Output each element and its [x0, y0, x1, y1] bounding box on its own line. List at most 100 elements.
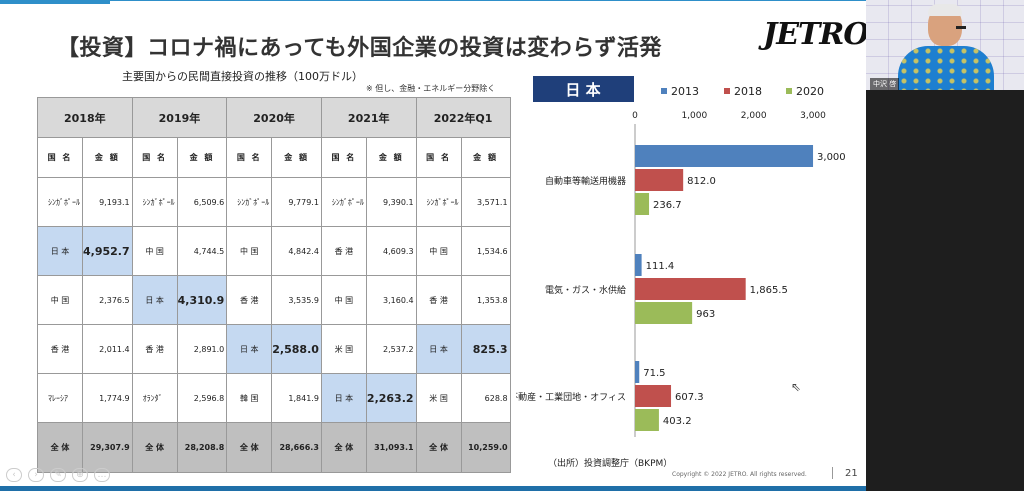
- legend-swatch: [724, 88, 730, 94]
- country-cell: 日 本: [226, 324, 273, 374]
- table-row: 日 本 4,952.7 中 国 4,744.5 中 国 4,842.4 香 港 4,609.3…: [37, 226, 511, 276]
- amount-cell: 628.8: [460, 373, 511, 423]
- country-cell: 日 本: [320, 373, 367, 423]
- country-column-header: 国 名: [320, 137, 367, 178]
- bar-value-label: 607.3: [675, 392, 704, 403]
- bar-chart: 日 本 2013 2018 2020 0 1,000 2,000 3,000 自動車等輸送用機器…: [516, 76, 846, 437]
- bar-value-label: 812.0: [687, 176, 716, 187]
- year-header: 2022年Q1: [415, 97, 511, 138]
- speaker-body: [898, 46, 994, 90]
- speaker-video: 中沢 啓: [866, 0, 1024, 90]
- country-column-header: 国 名: [415, 137, 462, 178]
- amount-cell: 3,160.4: [365, 275, 417, 325]
- x-tick-label: 2,000: [741, 111, 767, 121]
- total-label-cell: 全 体: [415, 422, 462, 473]
- amount-cell: 3,535.9: [271, 275, 322, 325]
- speaker-name-label: 中沢 啓: [870, 78, 900, 90]
- amount-cell: 2,588.0: [271, 324, 322, 374]
- table-row: ﾏﾚｰｼｱ 1,774.9 ｵﾗﾝﾀﾞ 2,596.8 韓 国 1,841.9 日 本 2,2…: [37, 373, 511, 423]
- amount-cell: 9,390.1: [365, 177, 417, 227]
- country-cell: 香 港: [131, 324, 178, 374]
- bar: [635, 278, 746, 300]
- country-cell: ｼﾝｶﾞﾎﾟｰﾙ: [226, 177, 273, 227]
- year-header: 2019年: [131, 97, 228, 138]
- country-cell: 米 国: [320, 324, 367, 374]
- total-amount-cell: 28,666.3: [271, 422, 322, 473]
- amount-column-header: 金 額: [460, 137, 511, 178]
- country-cell: ｼﾝｶﾞﾎﾟｰﾙ: [415, 177, 462, 227]
- bar: [635, 361, 640, 383]
- legend-swatch: [786, 88, 792, 94]
- year-header: 2018年: [37, 97, 133, 138]
- country-cell: 中 国: [415, 226, 462, 276]
- bar-value-label: 1,865.5: [750, 285, 788, 296]
- total-amount-cell: 28,208.8: [176, 422, 228, 473]
- country-cell: ｵﾗﾝﾀﾞ: [131, 373, 178, 423]
- country-cell: 日 本: [37, 226, 83, 276]
- country-cell: 中 国: [320, 275, 367, 325]
- legend-swatch: [661, 88, 667, 94]
- legend-label: 2018: [734, 85, 762, 98]
- table-caption: 主要国からの民間直接投資の推移（100万ドル）: [122, 70, 363, 83]
- slide-top-bar: [0, 0, 866, 9]
- amount-column-header: 金 額: [271, 137, 322, 178]
- bar: [635, 193, 650, 215]
- amount-cell: 1,774.9: [82, 373, 133, 423]
- slide-title: 【投資】コロナ禍にあっても外国企業の投資は変わらず活発: [57, 36, 662, 61]
- amount-cell: 4,310.9: [176, 275, 228, 325]
- country-cell: 香 港: [320, 226, 367, 276]
- slide-toolbar: ‹ › ✎ ⊕ …: [6, 468, 110, 482]
- amount-column-header: 金 額: [82, 137, 133, 178]
- headset-mic-icon: [956, 26, 966, 29]
- bar: [635, 302, 693, 324]
- legend-label: 2020: [796, 85, 824, 98]
- table-row: ｼﾝｶﾞﾎﾟｰﾙ 9,193.1 ｼﾝｶﾞﾎﾟｰﾙ 6,509.6 ｼﾝｶﾞﾎﾟｰﾙ 9,…: [37, 177, 511, 227]
- amount-cell: 9,779.1: [271, 177, 322, 227]
- slide-bottom-bar: [0, 486, 866, 491]
- amount-cell: 4,744.5: [176, 226, 228, 276]
- bar-value-label: 111.4: [646, 261, 675, 272]
- jetro-logo: JETRO: [763, 17, 866, 52]
- legend-label: 2013: [671, 85, 699, 98]
- amount-column-header: 金 額: [176, 137, 228, 178]
- source-note: （出所）投資調整庁（BKPM）: [548, 459, 673, 469]
- country-cell: 香 港: [226, 275, 273, 325]
- country-cell: 日 本: [415, 324, 462, 374]
- country-cell: ﾏﾚｰｼｱ: [37, 373, 83, 423]
- page-separator: [832, 467, 833, 479]
- amount-cell: 4,842.4: [271, 226, 322, 276]
- total-label-cell: 全 体: [226, 422, 273, 473]
- country-column-header: 国 名: [37, 137, 83, 178]
- amount-cell: 9,193.1: [82, 177, 133, 227]
- amount-cell: 2,011.4: [82, 324, 133, 374]
- bar-value-label: 403.2: [663, 416, 692, 427]
- amount-cell: 3,571.1: [460, 177, 511, 227]
- pen-icon[interactable]: ✎: [50, 468, 66, 482]
- amount-cell: 2,263.2: [365, 373, 417, 423]
- bar: [635, 254, 642, 276]
- chart-title-box: [533, 76, 634, 102]
- bar: [635, 385, 672, 407]
- total-amount-cell: 29,307.9: [82, 422, 133, 473]
- country-column-header: 国 名: [131, 137, 178, 178]
- country-cell: 香 港: [37, 324, 83, 374]
- amount-cell: 2,891.0: [176, 324, 228, 374]
- amount-column-header: 金 額: [365, 137, 417, 178]
- next-slide-icon[interactable]: ›: [28, 468, 44, 482]
- table-column-header-row: 国 名金 額国 名金 額国 名金 額国 名金 額国 名金 額: [37, 137, 511, 178]
- amount-cell: 4,952.7: [82, 226, 133, 276]
- zoom-icon[interactable]: ⊕: [72, 468, 88, 482]
- more-icon[interactable]: …: [94, 468, 110, 482]
- country-cell: ｼﾝｶﾞﾎﾟｰﾙ: [320, 177, 367, 227]
- table-year-row: 2018年 2019年 2020年 2021年 2022年Q1: [37, 97, 511, 138]
- amount-cell: 1,353.8: [460, 275, 511, 325]
- bar: [635, 145, 814, 167]
- presentation-slide: 【投資】コロナ禍にあっても外国企業の投資は変わらず活発 JETRO 主要国からの…: [0, 0, 866, 491]
- table-row: 中 国 2,376.5 日 本 4,310.9 香 港 3,535.9 中 国 3,160.4…: [37, 275, 511, 325]
- mouse-cursor-icon: ⇖: [791, 380, 802, 394]
- bar-value-label: 963: [696, 309, 715, 320]
- prev-slide-icon[interactable]: ‹: [6, 468, 22, 482]
- country-cell: 香 港: [415, 275, 462, 325]
- amount-cell: 1,841.9: [271, 373, 322, 423]
- total-amount-cell: 31,093.1: [365, 422, 417, 473]
